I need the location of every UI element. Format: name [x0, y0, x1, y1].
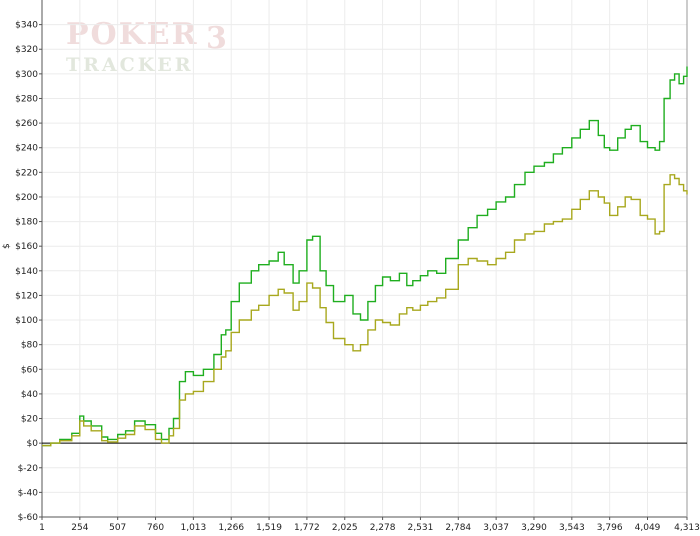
x-tick-label: 1,013 — [180, 523, 206, 533]
y-tick-label: $100 — [15, 316, 38, 326]
y-tick-label: $60 — [21, 365, 38, 375]
x-tick-label: 2,278 — [370, 523, 396, 533]
y-tick-label: $320 — [15, 45, 38, 55]
watermark-brand-number: 3 — [206, 21, 229, 56]
watermark-brand-top: POKER — [66, 17, 199, 52]
y-tick-label: $120 — [15, 291, 38, 301]
x-tick-label: 254 — [71, 523, 88, 533]
x-tick-label: 1,519 — [256, 523, 282, 533]
x-tick-label: 507 — [109, 523, 126, 533]
pokertracker-logo-watermark: POKER 3 TRACKER — [66, 17, 229, 76]
y-tick-label: $340 — [15, 21, 38, 31]
series-line-1 — [42, 66, 688, 447]
x-tick-label: 1 — [39, 523, 45, 533]
x-tick-label: 2,025 — [332, 523, 358, 533]
y-tick-label: $40 — [21, 390, 38, 400]
x-tick-label: 2,784 — [445, 523, 471, 533]
y-tick-label: $200 — [15, 193, 38, 203]
series-line-2 — [42, 174, 688, 447]
x-tick-label: 1,266 — [218, 523, 244, 533]
x-tick-label: 760 — [147, 523, 164, 533]
y-tick-label: $280 — [15, 94, 38, 104]
y-tick-label: $20 — [21, 415, 38, 425]
chart-grid — [41, 0, 688, 518]
x-tick-label: 3,290 — [521, 523, 547, 533]
x-tick-label: 3,543 — [559, 523, 585, 533]
chart-series — [42, 66, 688, 447]
y-tick-label: $260 — [15, 119, 38, 129]
x-tick-label: 2,531 — [408, 523, 434, 533]
y-tick-label: $0 — [27, 439, 39, 449]
plot-area — [42, 0, 687, 517]
y-tick-label: $80 — [21, 341, 38, 351]
chart-axes — [39, 0, 688, 520]
x-tick-label: 3,796 — [597, 523, 623, 533]
chart-tick-labels: $-60 $-40 $-20 $0 $20 $40 $60 $80 $100 $120 $140 $1… — [15, 21, 700, 533]
y-tick-label: $180 — [15, 218, 38, 228]
y-tick-label: $-20 — [18, 464, 39, 474]
watermark-brand-bottom: TRACKER — [66, 54, 194, 76]
y-tick-label: $140 — [15, 267, 38, 277]
y-tick-label: $-60 — [18, 513, 39, 523]
y-tick-label: $220 — [15, 168, 38, 178]
y-tick-label: $300 — [15, 70, 38, 80]
y-tick-label: $160 — [15, 242, 38, 252]
y-tick-label: $-40 — [18, 488, 39, 498]
x-tick-label: 1,772 — [294, 523, 320, 533]
y-tick-label: $240 — [15, 144, 38, 154]
x-tick-label: 3,037 — [483, 523, 509, 533]
x-tick-label: 4,313 — [674, 523, 700, 533]
y-axis-label: $ — [2, 243, 12, 249]
x-tick-label: 4,049 — [635, 523, 661, 533]
